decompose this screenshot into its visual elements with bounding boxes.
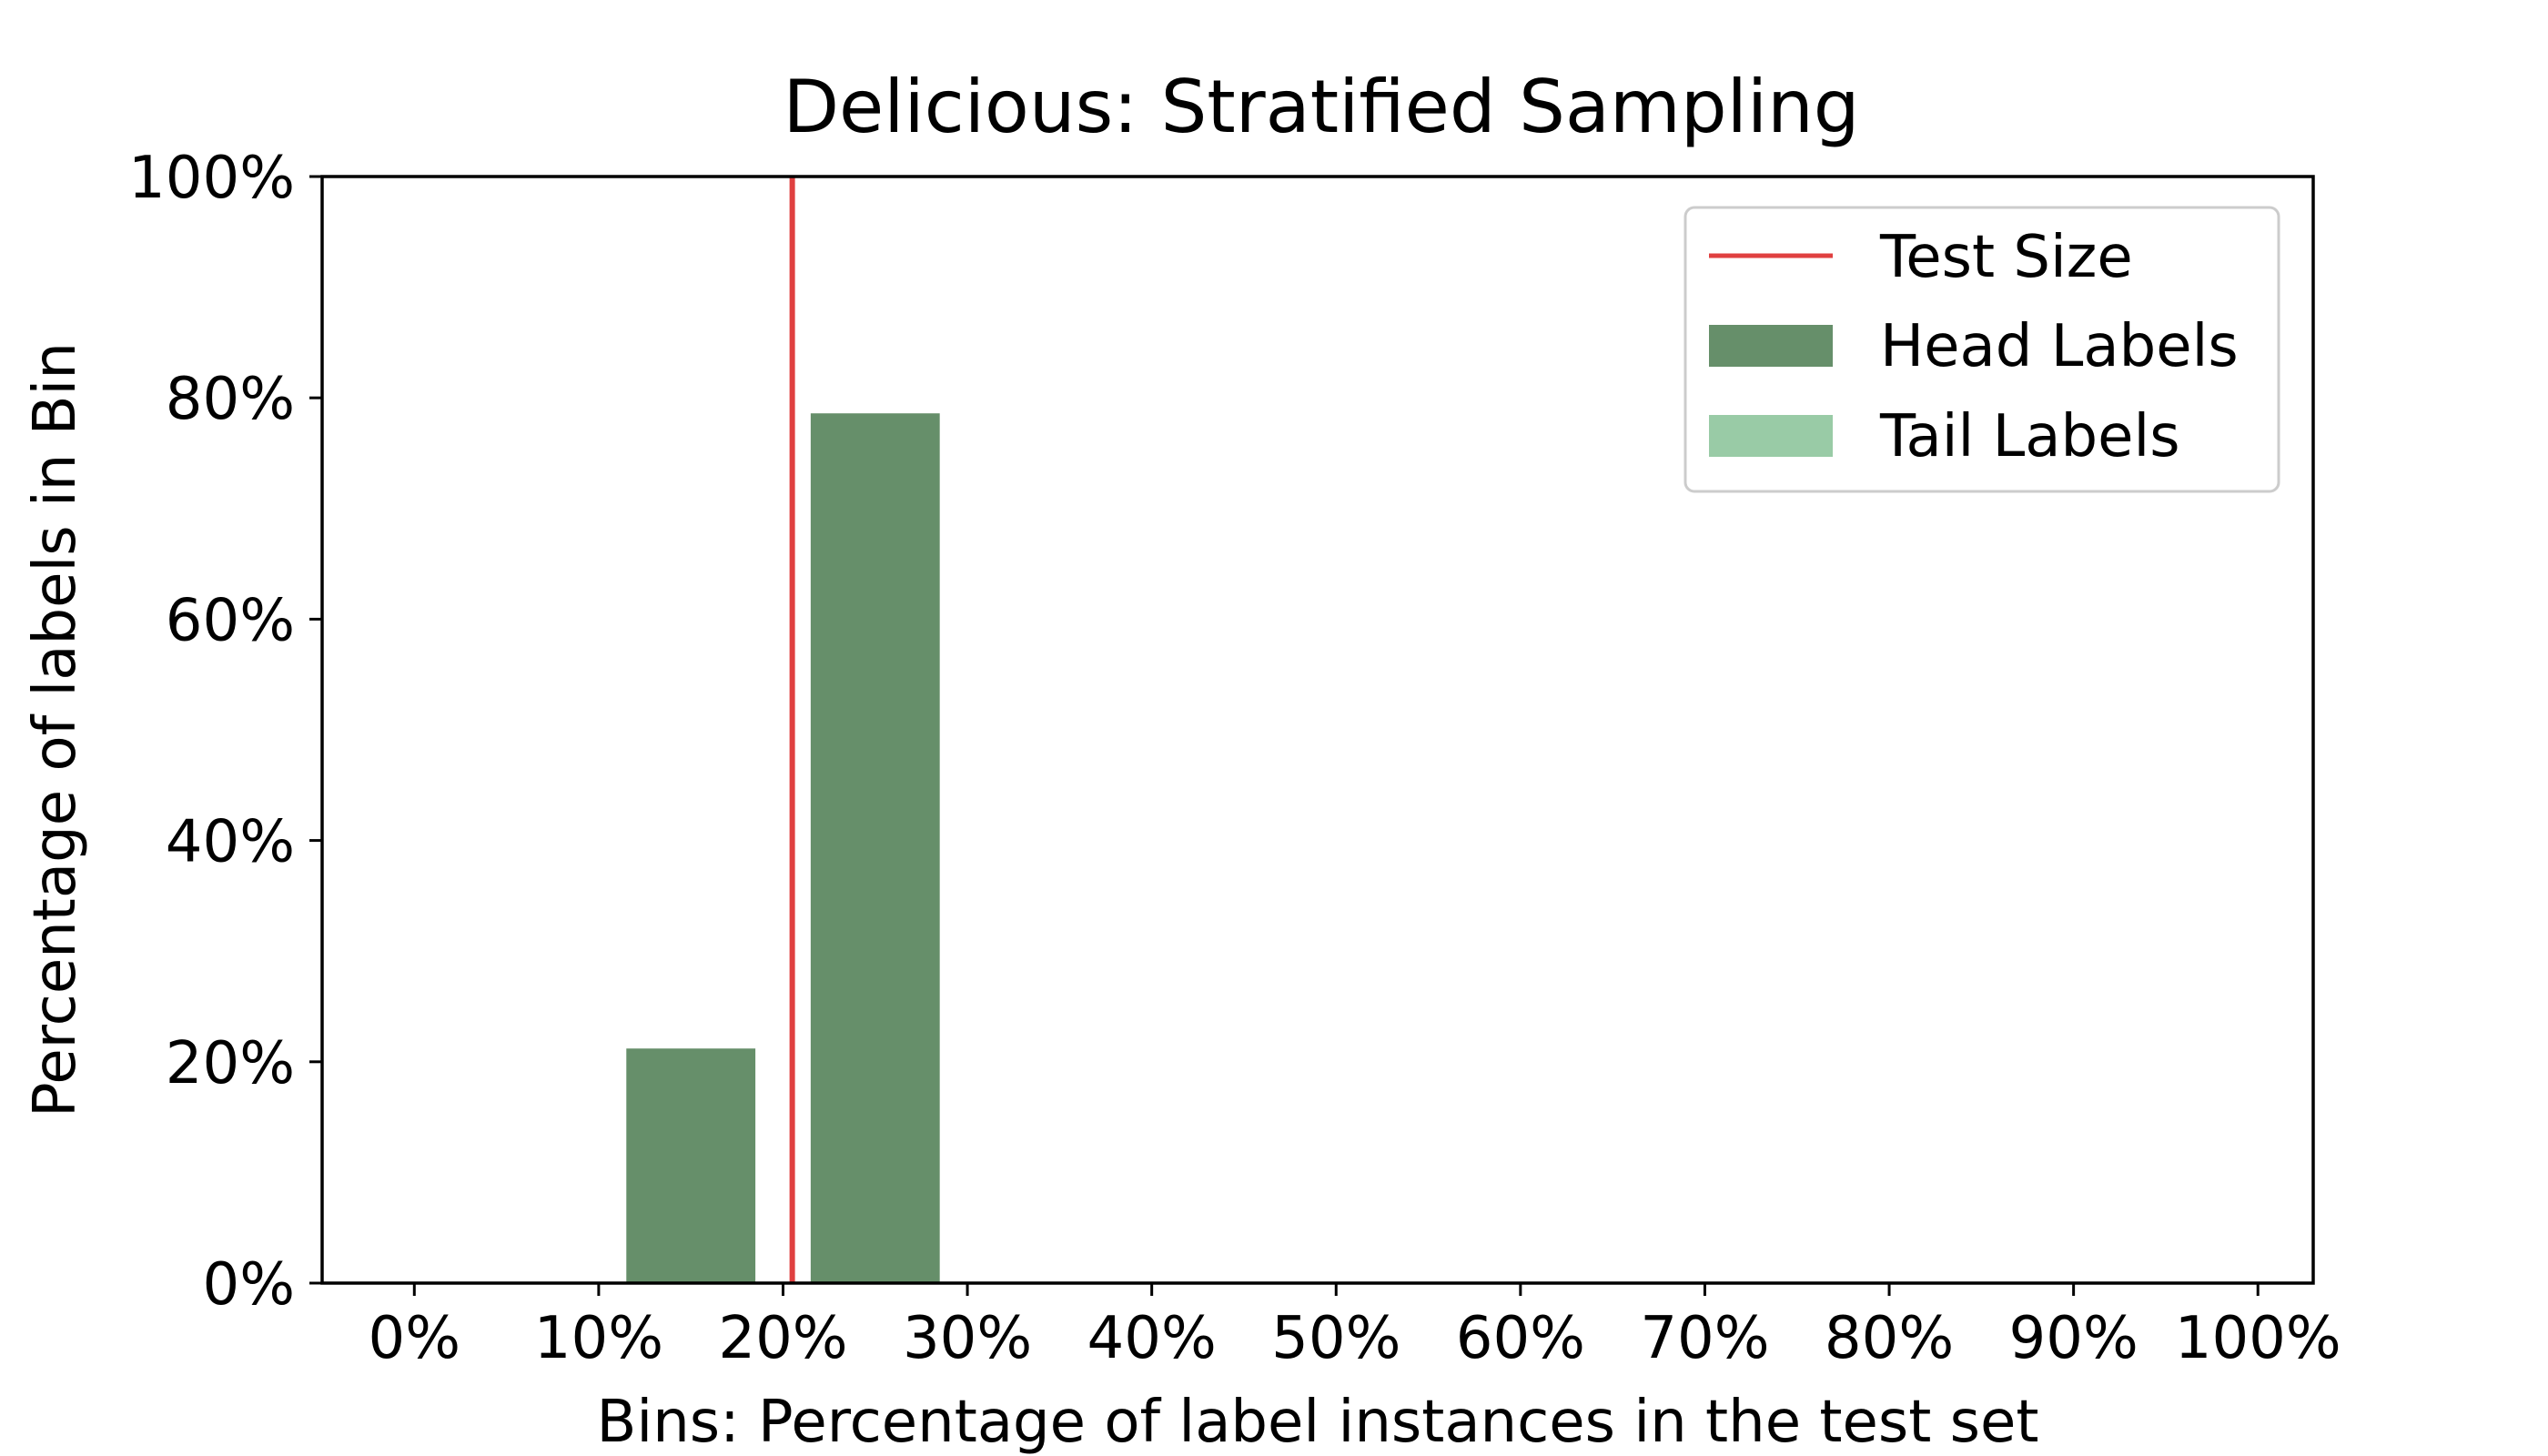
x-tick-label: 20%: [718, 1305, 847, 1372]
legend-swatch-tail-labels: [1709, 415, 1833, 457]
legend-label-test-size: Test Size: [1879, 224, 2133, 291]
y-tick-label: 20%: [166, 1030, 295, 1097]
y-tick-label: 100%: [128, 145, 295, 212]
y-axis-label: Percentage of labels in Bin: [22, 342, 89, 1117]
x-axis-ticks: 0% 10% 20% 30% 40% 50% 60% 70% 80% 90% 100%: [369, 1283, 2341, 1372]
x-tick-label: 60%: [1456, 1305, 1585, 1372]
x-axis-label: Bins: Percentage of label instances in t…: [597, 1389, 2039, 1456]
legend: Test Size Head Labels Tail Labels: [1684, 206, 2280, 493]
y-tick-label: 60%: [166, 587, 295, 654]
bars-layer: [626, 413, 940, 1283]
legend-label-head-labels: Head Labels: [1880, 313, 2239, 380]
bar-head-labels-1: [810, 413, 940, 1283]
y-tick-label: 40%: [166, 809, 295, 876]
x-tick-label: 80%: [1825, 1305, 1954, 1372]
x-tick-label: 100%: [2175, 1305, 2341, 1372]
y-tick-label: 0%: [202, 1251, 295, 1319]
x-tick-label: 40%: [1087, 1305, 1217, 1372]
x-tick-label: 90%: [2009, 1305, 2138, 1372]
plot-frame: [320, 175, 2315, 1285]
bar-head-labels-0: [626, 1048, 756, 1283]
x-tick-label: 50%: [1271, 1305, 1400, 1372]
legend-box: [1684, 206, 2280, 493]
legend-label-tail-labels: Tail Labels: [1879, 403, 2180, 470]
x-tick-label: 0%: [369, 1305, 461, 1372]
y-axis-ticks: 0% 20% 40% 60% 80% 100%: [128, 145, 322, 1319]
chart-title: Delicious: Stratified Sampling: [783, 65, 1859, 149]
legend-swatch-head-labels: [1709, 325, 1833, 367]
y-tick-label: 80%: [166, 366, 295, 433]
x-tick-label: 70%: [1640, 1305, 1769, 1372]
x-tick-label: 30%: [903, 1305, 1032, 1372]
x-tick-label: 10%: [534, 1305, 663, 1372]
